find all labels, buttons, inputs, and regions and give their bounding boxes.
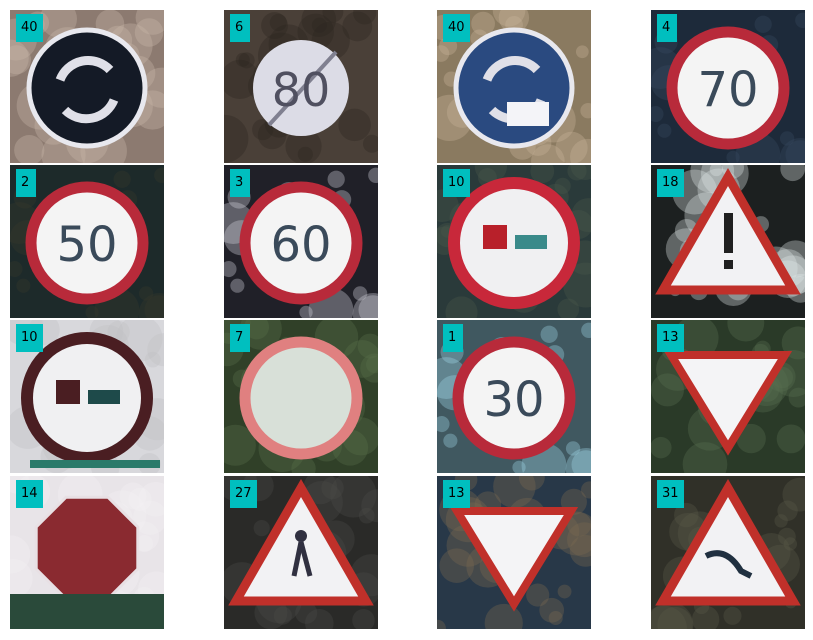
class-label-badge: 40 xyxy=(443,14,470,42)
sign-tile: 40 xyxy=(437,10,591,163)
class-label-badge: 3 xyxy=(230,169,250,197)
class-label-badge: 27 xyxy=(230,480,257,508)
class-label-badge: 10 xyxy=(16,324,43,352)
sign-image xyxy=(437,10,591,163)
sign-tile: 40 xyxy=(10,10,164,163)
class-label-badge: 4 xyxy=(657,14,677,42)
sign-image xyxy=(224,476,378,629)
class-label-badge: 18 xyxy=(657,169,684,197)
sign-image xyxy=(224,320,378,473)
sign-image xyxy=(651,320,805,473)
svg-text:30: 30 xyxy=(483,372,544,428)
sign-tile: 7 xyxy=(224,320,378,473)
class-label-badge: 1 xyxy=(443,324,463,352)
sign-image xyxy=(10,476,164,629)
sign-tile: 10 xyxy=(437,165,591,318)
sign-image xyxy=(10,10,164,163)
sign-tile: 10 xyxy=(10,320,164,473)
sign-image xyxy=(651,477,805,629)
class-label-badge: 2 xyxy=(16,169,36,197)
sign-tile: 70 4 xyxy=(651,10,805,163)
sign-tile: 50 2 xyxy=(10,165,164,318)
sign-tile: 30 1 xyxy=(437,320,591,473)
svg-text:60: 60 xyxy=(270,217,331,273)
sign-image: 30 xyxy=(437,322,591,473)
class-label-badge: 13 xyxy=(443,480,470,508)
class-label-badge: 13 xyxy=(657,324,684,352)
sign-tile: 80 6 xyxy=(224,10,378,163)
sign-image: 70 xyxy=(651,12,805,163)
class-label-badge: 40 xyxy=(16,14,43,42)
sign-tile: 60 3 xyxy=(224,165,378,318)
sign-tile: 13 xyxy=(437,476,591,629)
sign-tile: 14 xyxy=(10,476,164,629)
class-label-badge: 31 xyxy=(657,480,684,508)
sign-image: 50 xyxy=(10,167,164,318)
class-label-badge: 6 xyxy=(230,14,250,42)
sign-image: 80 xyxy=(224,10,378,163)
svg-text:80: 80 xyxy=(272,63,331,117)
sign-image xyxy=(10,320,164,473)
sign-image xyxy=(655,165,805,307)
sign-image xyxy=(437,165,591,318)
class-label-badge: 7 xyxy=(230,324,250,352)
sign-tile: 27 xyxy=(224,476,378,629)
sign-image xyxy=(437,476,591,629)
class-label-badge: 14 xyxy=(16,480,43,508)
sign-tile: 13 xyxy=(651,320,805,473)
class-label-badge: 10 xyxy=(443,169,470,197)
sign-tile: 31 xyxy=(651,476,805,629)
svg-text:50: 50 xyxy=(56,217,117,273)
svg-text:70: 70 xyxy=(697,62,758,118)
sign-tile: 18 xyxy=(651,165,805,318)
sign-image: 60 xyxy=(224,167,378,318)
